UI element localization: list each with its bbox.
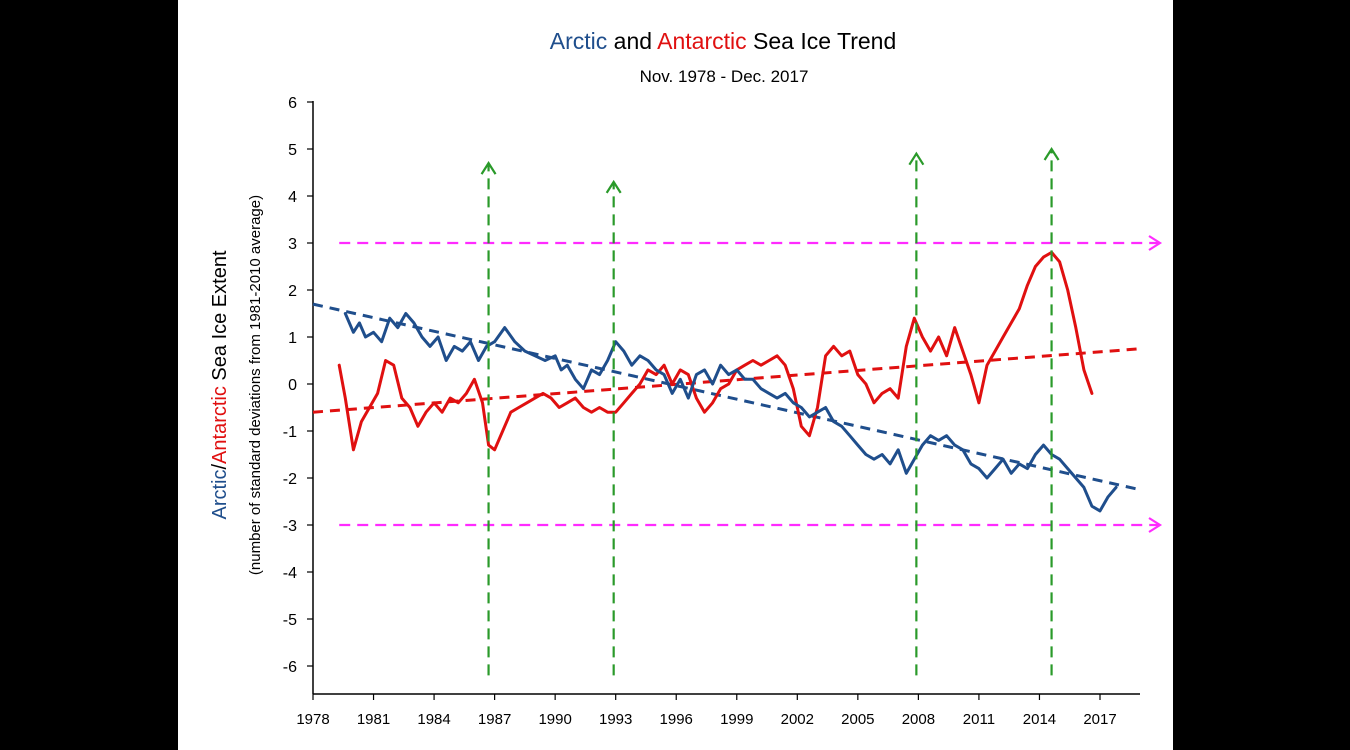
title-part: Arctic (550, 28, 608, 54)
event-marker-arrowhead (480, 161, 497, 175)
title-part: Antarctic (657, 28, 746, 54)
x-tick-label: 2005 (841, 711, 874, 728)
antarctic-trend-line (312, 347, 1141, 414)
threshold-lines (339, 235, 1163, 533)
y-axis-label: Arctic/Antarctic Sea Ice Extent (209, 250, 231, 519)
event-markers (480, 146, 1060, 676)
sea-ice-trend-chart: Arctic and Antarctic Sea Ice Trend Nov. … (209, 28, 1163, 728)
x-tick-label: 1987 (478, 711, 511, 728)
x-tick-label: 2014 (1023, 711, 1056, 728)
x-tick-label: 1996 (660, 711, 693, 728)
x-tick-label: 2017 (1083, 711, 1116, 728)
x-tick-label: 1981 (357, 711, 390, 728)
y-tick-label: 1 (288, 330, 297, 347)
ylabel-part: / (209, 464, 231, 470)
title-part: Sea Ice Trend (747, 28, 897, 54)
y-tick-label: 2 (288, 283, 297, 300)
arctic-series-line (343, 312, 1118, 513)
x-tick-label: 2011 (963, 711, 995, 728)
x-tick-label: 1978 (296, 711, 329, 728)
x-tick-label: 1984 (417, 711, 450, 728)
series-lines (337, 250, 1118, 513)
trend-lines (312, 302, 1141, 492)
y-tick-label: -5 (283, 612, 297, 629)
ylabel-part: Sea Ice Extent (209, 250, 231, 386)
y-tick-label: -4 (283, 565, 297, 582)
y-tick-label: -3 (283, 518, 297, 535)
x-tick-label: 1993 (599, 711, 632, 728)
x-tick-label: 1990 (538, 711, 571, 728)
ticks: 6 5 4 3 2 1 0 -1 -2 -3 -4 -5 -6 1978 1981 1984 1987 1990 1… (283, 95, 1117, 728)
y-tick-label: 4 (288, 189, 297, 206)
x-tick-label: 2008 (902, 711, 935, 728)
event-marker-arrowhead (1043, 146, 1060, 161)
y-tick-label: 6 (288, 95, 297, 112)
y-tick-label: 0 (288, 377, 297, 394)
ylabel-part: Antarctic (209, 386, 231, 464)
y-tick-label: -2 (283, 471, 297, 488)
y-tick-label: -1 (283, 424, 297, 441)
threshold-arrowhead (1148, 235, 1163, 251)
event-marker-arrowhead (605, 179, 622, 194)
ylabel-part: Arctic (209, 470, 231, 520)
threshold-arrowhead (1148, 517, 1163, 533)
antarctic-series-line (337, 250, 1094, 452)
chart-title: Arctic and Antarctic Sea Ice Trend (550, 28, 896, 54)
y-tick-label: -6 (283, 659, 297, 676)
y-tick-label: 5 (288, 142, 297, 159)
title-part: and (607, 28, 657, 54)
x-tick-label: 2002 (781, 711, 814, 728)
y-axis-sublabel: (number of standard deviations from 1981… (247, 195, 264, 575)
event-marker-arrowhead (908, 151, 925, 166)
x-tick-label: 1999 (720, 711, 753, 728)
chart-panel: Arctic and Antarctic Sea Ice Trend Nov. … (178, 0, 1173, 750)
axes (312, 101, 1140, 695)
chart-subtitle: Nov. 1978 - Dec. 2017 (640, 67, 809, 86)
y-tick-label: 3 (288, 236, 297, 253)
arctic-trend-line (312, 302, 1141, 492)
